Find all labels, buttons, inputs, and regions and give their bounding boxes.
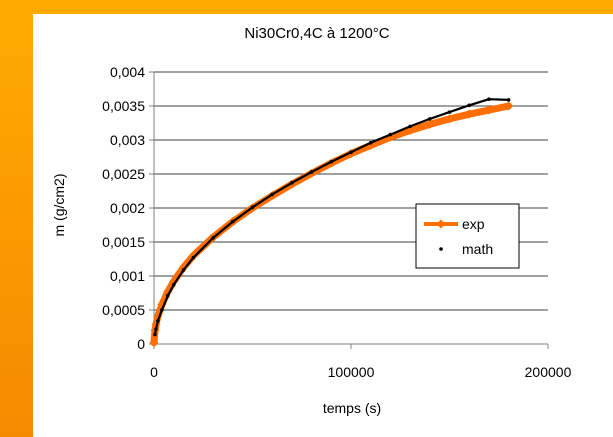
y-tick-label: 0,001	[110, 268, 145, 284]
x-tick-label: 100000	[328, 364, 375, 380]
exp-data-point	[445, 114, 454, 124]
legend-math-label: math	[462, 241, 493, 257]
math-data-point	[309, 170, 314, 174]
grid-lines	[154, 71, 548, 311]
math-series-line	[153, 98, 509, 335]
math-data-point	[408, 124, 412, 129]
math-data-point	[153, 332, 157, 337]
legend-math-swatch	[439, 247, 443, 251]
math-data-point	[250, 205, 255, 210]
y-tick-label: 0,0015	[102, 234, 145, 250]
legend-box	[415, 203, 520, 269]
math-data-point	[160, 308, 164, 312]
math-data-point	[467, 103, 472, 108]
y-tick-label: 0,0035	[102, 98, 145, 114]
math-data-point	[368, 140, 373, 145]
series-layer	[149, 97, 514, 348]
math-data-point	[156, 319, 160, 323]
exp-data-point	[484, 105, 494, 115]
legend: exp math	[415, 203, 520, 269]
math-data-point	[171, 283, 176, 287]
y-axis-label: m (g/cm2)	[51, 174, 67, 237]
x-axis-label: temps (s)	[323, 400, 381, 416]
exp-data-point	[504, 101, 514, 111]
exp-data-point	[169, 276, 179, 286]
math-data-point	[181, 268, 186, 272]
math-data-point	[487, 97, 491, 101]
exp-data-point	[149, 338, 159, 348]
tick-labels: 0 0,0005 0,001 0,0015 0,002 0,0025 0,003 0,0035…	[102, 64, 571, 380]
axes	[149, 71, 549, 349]
y-tick-label: 0,0005	[102, 302, 145, 318]
math-data-point	[290, 181, 294, 185]
y-tick-label: 0	[137, 336, 145, 352]
legend-exp-label: exp	[462, 216, 485, 232]
math-data-point	[165, 293, 170, 298]
y-tick-label: 0,003	[110, 132, 145, 148]
math-data-point	[270, 192, 275, 197]
y-tick-label: 0,0025	[102, 166, 145, 182]
math-data-point	[349, 150, 353, 155]
legend-exp-swatch-marker	[436, 219, 446, 229]
math-data-point	[191, 255, 196, 260]
y-tick-label: 0,002	[110, 200, 145, 216]
math-data-point	[211, 236, 215, 240]
math-data-point	[447, 110, 452, 114]
math-data-point	[231, 219, 235, 224]
math-data-point	[154, 327, 158, 331]
exp-data-point	[188, 251, 198, 261]
exp-data-point	[179, 262, 189, 272]
exp-data-point	[405, 125, 415, 135]
math-data-point	[428, 117, 432, 121]
x-tick-label: 0	[150, 364, 158, 380]
exp-data-point	[425, 119, 435, 129]
exp-data-point	[464, 109, 474, 119]
x-tick-label: 200000	[525, 364, 572, 380]
y-tick-label: 0,004	[110, 64, 145, 80]
math-data-point	[506, 98, 511, 102]
math-data-point	[329, 159, 334, 164]
math-data-point	[388, 132, 393, 137]
chart-title: Ni30Cr0,4C à 1200°C	[244, 25, 389, 42]
